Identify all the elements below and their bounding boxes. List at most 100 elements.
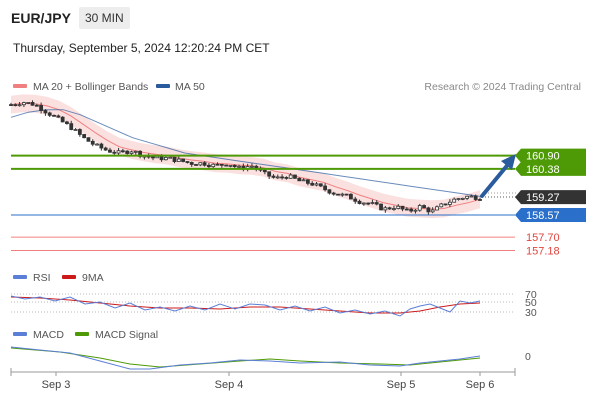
candle-body	[318, 183, 323, 187]
ma50-line	[10, 109, 481, 197]
candle-body	[13, 104, 18, 107]
candle-body	[77, 129, 82, 135]
credit-label: Research © 2024 Trading Central	[424, 81, 581, 93]
candle-body	[194, 164, 198, 166]
candle-body	[344, 193, 349, 196]
candle-body	[176, 158, 181, 162]
candle-body	[43, 110, 48, 114]
candle-body	[250, 165, 254, 168]
candle-body	[47, 112, 52, 116]
price-label-4: 157.70	[526, 232, 560, 244]
candle-body	[224, 164, 229, 167]
candle-body	[151, 156, 155, 159]
candle-body	[22, 102, 26, 106]
candle-body	[349, 193, 353, 200]
candle-body	[125, 150, 130, 154]
x-tick-sep4: Sep 4	[215, 379, 244, 391]
candle-body	[215, 163, 220, 166]
candle-body	[34, 104, 39, 107]
candle-body	[9, 104, 13, 106]
candle-body	[327, 189, 332, 194]
legend-swatch-ma50	[156, 84, 170, 88]
candle-body	[228, 164, 233, 167]
candle-body	[439, 203, 444, 208]
bollinger-band	[11, 94, 480, 219]
legend-ma50-label: MA 50	[175, 81, 205, 93]
candle-body	[17, 104, 22, 107]
candle-body	[430, 209, 435, 213]
projection-arrow	[480, 154, 516, 198]
candle-body	[452, 198, 457, 203]
price-label-5: 157.18	[526, 245, 560, 257]
main-legend: MA 20 + Bollinger Bands MA 50 Research ©…	[13, 81, 581, 93]
x-tick-sep5: Sep 5	[387, 379, 416, 391]
candle-body	[396, 205, 401, 209]
candle-body	[82, 134, 87, 139]
candle-body	[400, 205, 405, 210]
macd-level-0: 0	[525, 351, 531, 363]
macd-line	[10, 346, 481, 370]
symbol-title: EUR/JPY	[11, 10, 71, 26]
rsi-level-30: 30	[525, 307, 537, 319]
legend-macd-label: MACD	[33, 329, 64, 341]
candle-body	[361, 202, 366, 205]
candle-body	[267, 171, 272, 177]
candle-body	[297, 177, 302, 182]
candle-body	[181, 158, 186, 162]
candle-body	[392, 208, 396, 210]
price-label-1: 160.38	[526, 164, 560, 176]
candle-body	[340, 193, 345, 196]
candle-body	[86, 137, 91, 142]
candle-body	[202, 162, 207, 166]
candle-body	[305, 179, 310, 184]
candle-body	[65, 121, 69, 125]
rsi-level-70: 70	[525, 289, 537, 301]
price-label-box	[515, 148, 586, 163]
legend-swatch-macd-signal	[75, 332, 89, 336]
candle-body	[374, 202, 379, 205]
candle-body	[271, 175, 276, 178]
candle-body	[426, 207, 431, 213]
candle-body	[185, 161, 190, 163]
legend-swatch-ma20	[13, 84, 27, 88]
candle-body	[129, 151, 134, 154]
candle-body	[108, 149, 112, 153]
datetime-label: Thursday, September 5, 2024 12:20:24 PM …	[13, 41, 270, 55]
price-label-box	[515, 190, 586, 205]
candle-body	[336, 193, 340, 196]
macd-panel: MACD MACD Signal 0	[10, 329, 531, 370]
candle-body	[357, 200, 362, 204]
price-label-0: 160.90	[526, 151, 560, 163]
legend-swatch-rsi	[13, 275, 27, 279]
legend-swatch-9ma	[62, 275, 76, 279]
candle-body	[465, 195, 469, 199]
candle-body	[417, 205, 422, 211]
candle-body	[207, 164, 211, 168]
rsi-panel: RSI 9MA 70 50 30	[10, 272, 537, 319]
candle-body	[120, 150, 125, 153]
candle-body	[301, 179, 306, 182]
candle-body	[90, 140, 95, 145]
candle-body	[69, 123, 74, 130]
price-label-box	[515, 208, 586, 222]
candle-body	[133, 150, 138, 153]
candle-body	[26, 102, 31, 104]
candle-body	[198, 162, 203, 166]
candle-body	[60, 116, 65, 123]
macd-signal-line	[10, 347, 481, 368]
candle-body	[460, 197, 465, 200]
legend-macd-signal-label: MACD Signal	[95, 329, 158, 341]
interval-badge[interactable]: 30 MIN	[79, 7, 130, 29]
candle-body	[219, 163, 224, 166]
rsi-line	[10, 295, 481, 317]
candle-body	[478, 199, 482, 201]
candle-body	[211, 163, 216, 168]
candle-body	[56, 115, 61, 118]
candle-body	[353, 198, 358, 202]
candlesticks	[9, 100, 482, 215]
candle-body	[288, 174, 293, 179]
candle-body	[469, 195, 474, 198]
